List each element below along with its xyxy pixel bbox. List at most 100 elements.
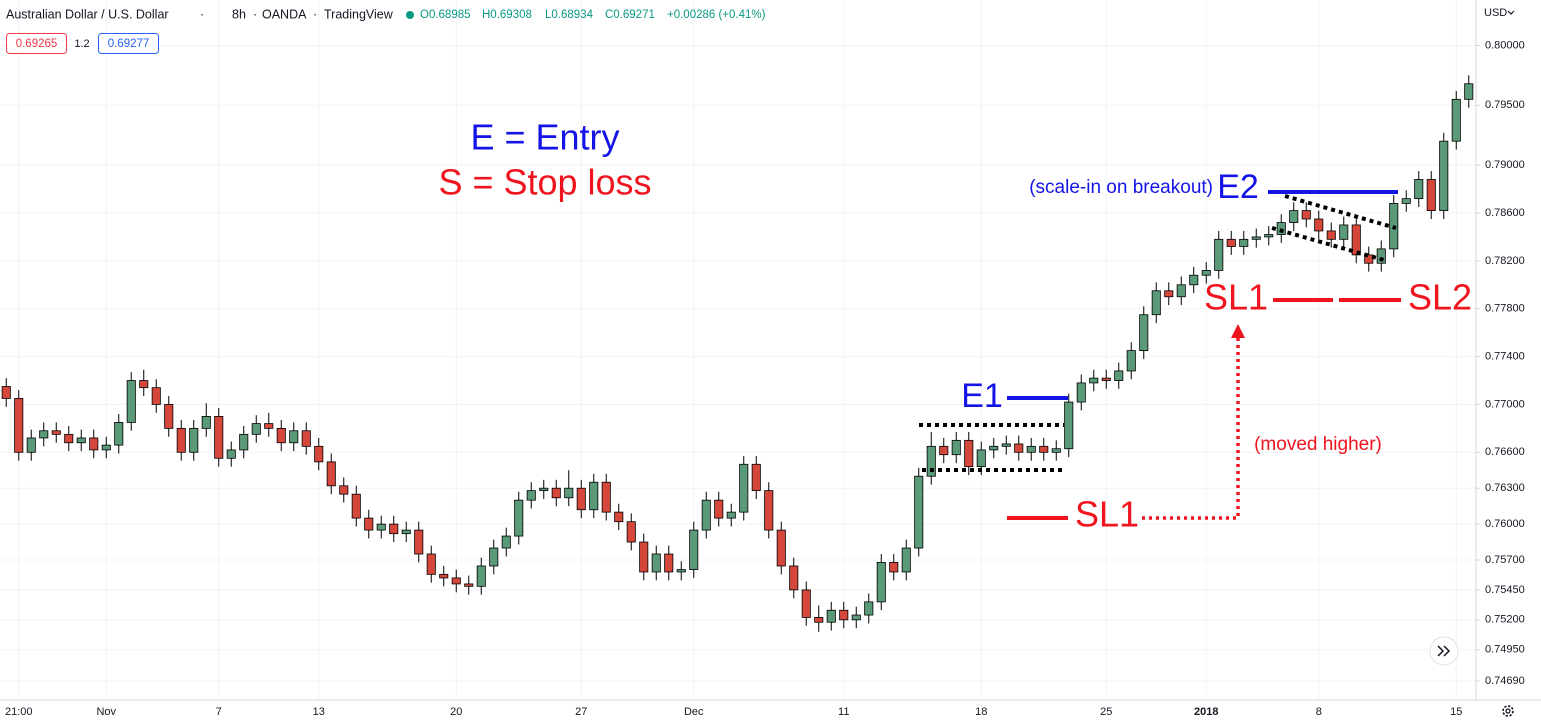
x-tick-label: 13 [313,706,325,718]
y-tick-label: 0.75200 [1485,614,1525,626]
candle-body [451,577,461,585]
time-axis: 21:00 Nov 7 13 20 27 Dec 11 18 25 2018 8 15 [5,706,1462,718]
x-tick-label: 11 [838,706,849,718]
symbol: Australian Dollar / U.S. Dollar [6,7,169,21]
candle-body [1151,290,1161,316]
sl1-upper-label: SL1 [1204,277,1268,318]
candle-body [176,427,186,453]
candle-body [1251,236,1261,240]
candle-body [976,449,986,468]
candle-body [676,569,686,573]
y-tick-label: 0.76000 [1485,518,1525,530]
candle-body [989,445,999,451]
candle-body [1139,314,1149,351]
settings-icon-core[interactable] [1505,708,1511,714]
candle-body [239,433,249,451]
candle-body [601,481,611,513]
candle-body [164,404,174,429]
y-tick-label: 0.75450 [1485,584,1525,596]
candle-body [714,499,724,519]
candle-body [689,529,699,570]
candle-body [189,427,199,453]
x-tick-label: Dec [684,706,704,718]
scroll-icon[interactable] [1437,645,1451,657]
candle-body [26,437,36,453]
price-axis: 0.80000 0.79500 0.79000 0.78600 0.78200 0.778… [1476,39,1525,687]
candle-body [276,427,286,444]
candle-body [851,614,861,621]
x-tick-label: 8 [1316,706,1322,718]
bid-box[interactable] [6,33,67,54]
candle-body [551,487,561,499]
x-tick-label: 15 [1450,706,1462,718]
candle-body [576,487,586,511]
move-arrow-head [1231,324,1245,338]
candle-body [426,553,436,575]
candle-body [151,387,161,405]
ask-price[interactable]: 0.69277 [108,38,150,50]
candle-body [264,423,274,429]
candle-body [351,493,361,519]
candle-body [1276,222,1286,235]
candle-body [1126,350,1136,372]
candle-body [526,490,536,501]
candle-body [1101,377,1111,381]
candle-body [514,499,524,537]
ohlc-high: H0.69308 [482,9,532,21]
candle-body [1001,443,1011,447]
candle-body [914,475,924,549]
candle-body [651,553,661,573]
settings-icon[interactable] [1502,705,1514,717]
candle-body [1189,274,1199,286]
legend-entry: E = Entry [470,117,619,158]
candle-body [89,437,99,451]
bid-price[interactable]: 0.69265 [16,38,58,50]
y-tick-label: 0.78600 [1485,207,1525,219]
candle-body [251,423,261,435]
y-tick-label: 0.77400 [1485,350,1525,362]
candle-body [1039,445,1049,453]
candle-body [301,430,311,447]
move-arrow [1142,334,1240,520]
candle-body [1026,445,1036,453]
candle-body [51,430,61,435]
candle-body [314,445,324,463]
y-tick-label: 0.80000 [1485,39,1525,51]
ohlc-low: L0.68934 [545,9,594,21]
sl2-label: SL2 [1408,277,1472,318]
candle-body [364,517,374,531]
x-tick-label: 2018 [1194,706,1218,718]
candle-body [126,380,136,423]
grid [0,0,1475,700]
candle-body [1064,401,1074,450]
legend-stop: S = Stop loss [438,162,651,203]
candle-body [939,445,949,456]
currency[interactable]: USD [1484,7,1507,19]
candle-body [626,521,636,543]
candle-body [739,463,749,513]
candle-body [339,485,349,495]
candle-body [751,463,761,491]
candle-body [1176,284,1186,298]
candle-body [489,547,499,567]
separator: · [313,7,317,21]
y-tick-label: 0.79500 [1485,99,1525,111]
currency-chevron[interactable] [1507,10,1515,15]
candle-body [226,449,236,459]
candle-body [1051,448,1061,453]
candle-body [114,421,124,446]
candle-body [1226,238,1236,247]
candle-body [389,523,399,535]
ask-box[interactable] [98,33,159,54]
candle-body [1451,98,1461,142]
candle-body [464,583,474,587]
candle-body [539,487,549,491]
y-tick-label: 0.74690 [1485,675,1525,687]
y-tick-label: 0.76600 [1485,446,1525,458]
candle-body [1164,290,1174,298]
y-tick-label: 0.77000 [1485,398,1525,410]
y-tick-label: 0.74950 [1485,644,1525,656]
x-tick-label: Nov [96,706,116,718]
candle-body [589,481,599,511]
